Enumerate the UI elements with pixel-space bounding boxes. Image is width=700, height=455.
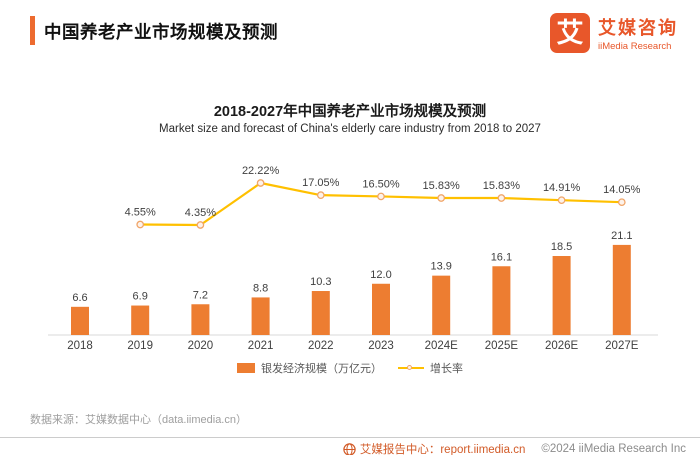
bar [251,297,270,335]
growth-marker [196,221,205,229]
x-axis-label: 2022 [308,340,334,352]
growth-marker [437,194,446,202]
logo-name-en: iiMedia Research [598,41,672,52]
x-axis-label: 2025E [485,340,519,352]
growth-marker [557,196,566,205]
footer-report-text: 艾媒报告中心：report.iimedia.cn [359,444,526,455]
footer-copyright: ©2024 iiMedia Research Inc [541,443,686,455]
bar-value-label: 6.6 [72,292,87,304]
bar [311,291,330,335]
globe-icon [343,442,356,455]
chart-plot: 6.6 2018 6.9 2019 7.2 2020 8.8 2021 10.3 2022 12.0… [48,165,658,352]
legend-label-line: 增长率 [430,363,463,375]
bar [492,266,511,335]
bar-value-label: 10.3 [310,276,331,288]
legend-label-bar: 银发经济规模（万亿元） [261,363,382,375]
logo-name-cn: 艾媒咨询 [598,18,678,38]
growth-value-label: 15.83% [423,180,461,192]
x-axis-label: 2018 [67,340,93,352]
bar-value-label: 18.5 [551,241,572,253]
legend-item-line: 增长率 [398,360,463,376]
x-axis-label: 2027E [605,340,639,352]
chart-legend: 银发经济规模（万亿元） 增长率 [0,360,700,376]
x-axis-label: 2019 [127,340,153,352]
growth-marker [256,179,265,187]
x-axis-label: 2021 [248,340,274,352]
growth-marker [617,198,626,207]
growth-value-label: 4.55% [125,207,156,219]
bar-value-label: 13.9 [430,261,451,273]
chart-subtitle: Market size and forecast of China's elde… [159,123,541,135]
chart-title: 2018-2027年中国养老产业市场规模及预测 [213,104,487,120]
bar [131,305,150,335]
bar-value-label: 6.9 [133,291,148,303]
bar-value-label: 16.1 [491,251,512,263]
footer: 艾媒报告中心：report.iimedia.cn ©2024 iiMedia R… [343,441,686,455]
bar-legend-swatch-icon [237,363,255,373]
footer-report-link[interactable]: 艾媒报告中心：report.iimedia.cn [343,441,526,455]
legend-item-bar: 银发经济规模（万亿元） [237,360,382,376]
growth-value-label: 17.05% [302,177,340,189]
bar [432,275,451,335]
x-axis-label: 2026E [545,340,579,352]
data-source-note: 数据来源：艾媒数据中心（data.iimedia.cn） [30,414,247,426]
bar-value-label: 21.1 [611,230,632,242]
growth-marker [136,220,145,229]
logo-text: 艾媒咨询 iiMedia Research [598,14,678,52]
growth-marker [316,191,325,200]
x-axis-label: 2023 [368,340,394,352]
growth-value-label: 16.50% [362,178,400,190]
iimedia-logo-icon: 艾 [550,13,590,53]
bar-value-label: 7.2 [193,289,208,301]
growth-value-label: 22.22% [242,165,280,177]
iimedia-logo: 艾 艾媒咨询 iiMedia Research [550,13,678,53]
footer-divider [0,437,700,438]
x-axis-label: 2024E [425,340,459,352]
bar [612,244,631,335]
growth-value-label: 4.35% [185,207,216,219]
bar [552,256,571,335]
growth-value-label: 14.91% [543,182,581,194]
line-legend-marker-icon [398,363,424,373]
bar [191,304,210,335]
bar [71,306,89,335]
page-title: 中国养老产业市场规模及预测 [44,22,278,42]
bar-value-label: 12.0 [370,269,391,281]
title-accent-bar [30,16,35,45]
growth-marker [377,192,385,201]
bar-value-label: 8.8 [253,282,268,294]
x-axis-label: 2020 [188,340,214,352]
growth-value-label: 14.05% [603,184,641,196]
bar [372,283,390,335]
growth-marker [497,194,506,202]
growth-value-label: 15.83% [483,180,521,192]
